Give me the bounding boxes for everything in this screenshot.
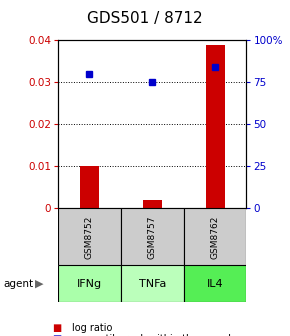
Bar	[121, 208, 184, 265]
Text: GSM8757: GSM8757	[148, 215, 157, 259]
Text: log ratio: log ratio	[72, 323, 113, 333]
Text: IFNg: IFNg	[77, 279, 102, 289]
Text: TNFa: TNFa	[139, 279, 166, 289]
Bar	[58, 208, 121, 265]
Text: GDS501 / 8712: GDS501 / 8712	[87, 11, 203, 26]
Bar	[184, 265, 246, 302]
Text: GSM8762: GSM8762	[211, 215, 220, 259]
Text: ▶: ▶	[35, 279, 44, 289]
Text: ■: ■	[52, 323, 61, 333]
Bar	[206, 44, 224, 208]
Bar	[58, 265, 121, 302]
Text: agent: agent	[3, 279, 33, 289]
Bar	[80, 166, 99, 208]
Text: percentile rank within the sample: percentile rank within the sample	[72, 334, 238, 336]
Text: IL4: IL4	[207, 279, 223, 289]
Bar	[143, 200, 162, 208]
Bar	[184, 208, 246, 265]
Text: GSM8752: GSM8752	[85, 215, 94, 259]
Bar	[121, 265, 184, 302]
Text: ■: ■	[52, 334, 61, 336]
